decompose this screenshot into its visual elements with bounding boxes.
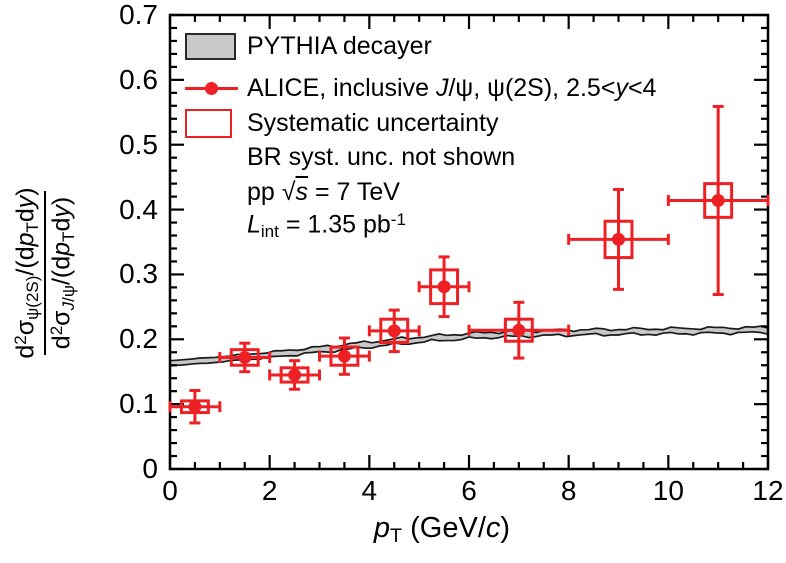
sysbox-swatch-icon bbox=[185, 108, 232, 138]
text-segment: /(d bbox=[47, 255, 76, 286]
text-segment: y bbox=[47, 205, 76, 218]
text-segment: T bbox=[390, 525, 403, 548]
y-tick-label: 0.3 bbox=[119, 258, 158, 290]
text-segment: BR syst. unc. not shown bbox=[247, 142, 516, 171]
text-segment: p bbox=[373, 512, 391, 544]
text-segment: T bbox=[23, 222, 42, 233]
x-tick-label: 4 bbox=[361, 475, 378, 506]
legend-swatch-slot bbox=[185, 108, 247, 138]
text-segment: 2 bbox=[11, 335, 31, 345]
legend-label: PYTHIA decayer bbox=[247, 32, 432, 61]
x-tick-label: 2 bbox=[261, 475, 278, 506]
legend-label: pp √s = 7 TeV bbox=[247, 178, 400, 207]
sys-uncertainty-box bbox=[703, 182, 734, 219]
x-tick-label: 8 bbox=[560, 475, 577, 506]
y-tick-label: 0.5 bbox=[119, 128, 158, 160]
legend-item-br-note: BR syst. unc. not shown bbox=[185, 140, 515, 174]
text-segment: s bbox=[295, 177, 309, 206]
marker-dot bbox=[205, 81, 218, 95]
text-segment: pp bbox=[247, 177, 282, 206]
legend-swatch-slot bbox=[185, 32, 247, 60]
text-segment: ALICE, inclusive bbox=[247, 73, 436, 102]
text-segment: = 1.35 pb bbox=[278, 210, 391, 239]
y-tick-label: 0 bbox=[142, 453, 158, 484]
text-segment: J bbox=[435, 73, 449, 102]
text-segment: ) bbox=[500, 512, 511, 544]
legend-label: BR syst. unc. not shown bbox=[247, 143, 515, 172]
sys-uncertainty-box bbox=[503, 317, 534, 343]
text-segment: d bbox=[47, 335, 76, 350]
data-point-marker bbox=[188, 400, 202, 414]
y-axis-title-denominator: d2σJ/ψ/(dpTdy) bbox=[44, 190, 79, 356]
text-segment: (GeV/ bbox=[402, 512, 486, 544]
y-tick-label: 0.7 bbox=[119, 0, 158, 30]
y-tick-label: 0.2 bbox=[119, 323, 158, 355]
sys-uncertainty-box bbox=[279, 366, 310, 384]
y-tick-label: 0.6 bbox=[119, 63, 158, 95]
legend-item-pythia: PYTHIA decayer bbox=[185, 29, 432, 63]
text-segment: int bbox=[260, 221, 279, 241]
text-segment: <4 bbox=[627, 73, 657, 102]
text-segment: PYTHIA decayer bbox=[247, 31, 432, 60]
x-tick-label: 0 bbox=[162, 475, 178, 506]
data-point-marker bbox=[711, 193, 725, 207]
text-segment: d bbox=[47, 217, 76, 232]
text-segment: y bbox=[615, 73, 628, 102]
text-segment: y bbox=[11, 195, 40, 209]
text-segment: = 7 TeV bbox=[308, 177, 400, 206]
text-segment: √ bbox=[281, 177, 296, 206]
data-point-marker bbox=[238, 350, 252, 364]
data-point-marker bbox=[512, 323, 526, 337]
y-axis-title-numerator: d2σψ(2S)/(dpTdy) bbox=[11, 181, 44, 364]
legend-label: Systematic uncertainty bbox=[247, 109, 499, 138]
text-segment: p bbox=[47, 241, 76, 256]
x-axis-title: pT (GeV/c) bbox=[292, 512, 592, 548]
legend-item-lumi: Lint = 1.35 pb-1 bbox=[185, 209, 406, 243]
text-segment: -1 bbox=[390, 210, 406, 229]
text-segment: d bbox=[11, 208, 40, 223]
band-swatch-icon bbox=[185, 32, 236, 60]
legend-swatch-slot bbox=[185, 80, 247, 96]
text-segment: 2 bbox=[47, 325, 66, 336]
text-segment: L bbox=[247, 210, 261, 239]
sys-uncertainty-box bbox=[379, 317, 410, 345]
x-tick-label: 12 bbox=[752, 475, 784, 506]
y-tick-label: 0.1 bbox=[119, 388, 158, 420]
sys-uncertainty-box bbox=[603, 219, 634, 260]
legend-label: ALICE, inclusive J/ψ, ψ(2S), 2.5<y<4 bbox=[247, 74, 656, 103]
legend-item-energy: pp √s = 7 TeV bbox=[185, 175, 400, 209]
sys-uncertainty-box bbox=[229, 348, 260, 367]
text-segment: Systematic uncertainty bbox=[247, 108, 499, 137]
data-point-marker bbox=[337, 349, 351, 363]
text-segment: /(d bbox=[11, 246, 40, 276]
text-segment: σ bbox=[11, 319, 40, 336]
legend-item-syst: Systematic uncertainty bbox=[185, 106, 499, 140]
text-segment: J bbox=[58, 301, 78, 311]
data-point-marker bbox=[437, 280, 451, 294]
y-tick-label: 0.4 bbox=[119, 193, 158, 225]
data-point-marker bbox=[288, 368, 302, 382]
sys-uncertainty-box bbox=[329, 345, 360, 367]
data-point-marker bbox=[612, 232, 625, 246]
text-segment: T bbox=[58, 231, 78, 242]
text-segment: /ψ bbox=[58, 285, 78, 302]
text-segment: ) bbox=[47, 196, 76, 206]
data-point-marker bbox=[387, 324, 401, 338]
text-segment: ) bbox=[11, 187, 40, 196]
text-segment: p bbox=[11, 232, 40, 247]
y-axis-title: d2σψ(2S)/(dpTdy) d2σJ/ψ/(dpTdy) bbox=[6, 98, 84, 448]
legend-label: Lint = 1.35 pb-1 bbox=[247, 210, 406, 242]
legend-item-alice: ALICE, inclusive J/ψ, ψ(2S), 2.5<y<4 bbox=[185, 71, 656, 105]
x-tick-label: 6 bbox=[461, 475, 477, 506]
marker-swatch-icon bbox=[185, 80, 238, 96]
text-segment: c bbox=[485, 512, 501, 544]
text-segment: ψ(2S) bbox=[23, 275, 42, 320]
x-tick-label: 10 bbox=[652, 475, 684, 506]
text-segment: σ bbox=[47, 310, 76, 326]
sys-uncertainty-box bbox=[429, 268, 460, 306]
text-segment: /ψ, ψ(2S), 2.5< bbox=[448, 73, 616, 102]
text-segment: d bbox=[11, 344, 40, 359]
